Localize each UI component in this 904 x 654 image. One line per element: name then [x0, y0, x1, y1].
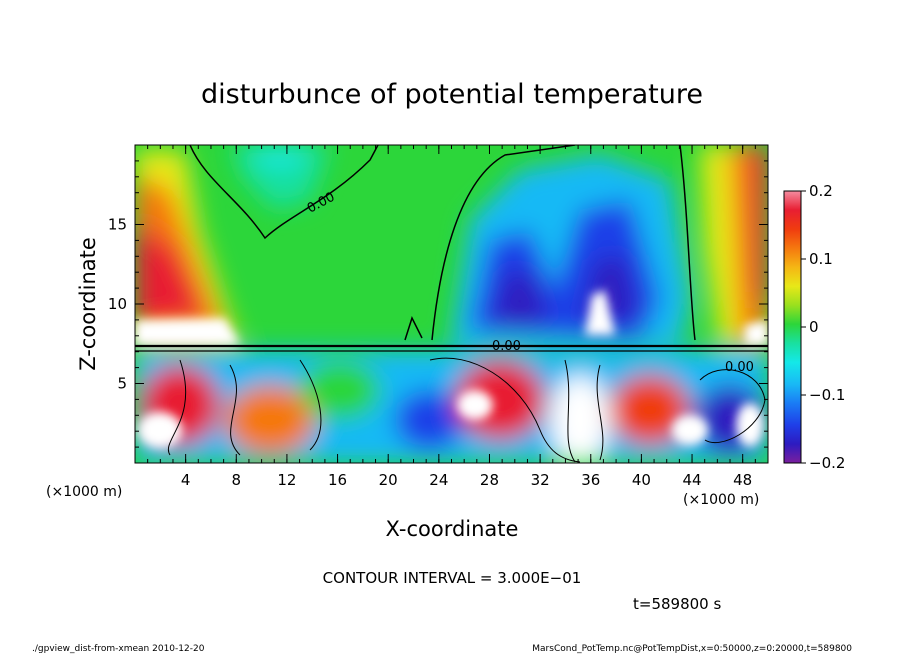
- colorbar-tick-label: 0: [809, 318, 819, 336]
- y-tick-label: 5: [117, 375, 127, 393]
- footer-right: MarsCond_PotTemp.nc@PotTempDist,x=0:5000…: [532, 644, 852, 654]
- contour-interval: CONTOUR INTERVAL = 3.000E−01: [323, 569, 582, 587]
- time-label: t=589800 s: [633, 595, 721, 613]
- colorbar-tick-label: −0.2: [809, 454, 845, 472]
- colorbar-tick-label: −0.1: [809, 386, 845, 404]
- heatmap-field: [135, 145, 768, 463]
- y-axis-ticks: 5 10 15: [108, 160, 768, 448]
- x-tick-label: 36: [581, 471, 600, 489]
- x-tick-label: 40: [632, 471, 651, 489]
- x-axis-label: X-coordinate: [386, 517, 519, 541]
- x-axis-unit: (×1000 m): [683, 492, 759, 508]
- x-tick-label: 12: [277, 471, 296, 489]
- x-tick-label: 48: [733, 471, 752, 489]
- y-axis-label: Z-coordinate: [76, 237, 100, 371]
- x-tick-label: 24: [429, 471, 448, 489]
- colorbar-ticks: 0.2 0.1 0 −0.1 −0.2: [801, 182, 845, 472]
- x-tick-label: 32: [531, 471, 550, 489]
- chart-title: disturbunce of potential temperature: [201, 79, 703, 110]
- x-tick-label: 8: [232, 471, 242, 489]
- colorbar-tick-label: 0.1: [809, 250, 833, 268]
- contour-lines: [135, 145, 768, 463]
- y-tick-label: 15: [108, 216, 127, 234]
- colorbar: [783, 190, 802, 464]
- x-tick-label: 44: [682, 471, 701, 489]
- y-axis-unit: (×1000 m): [46, 484, 122, 500]
- x-tick-label: 16: [328, 471, 347, 489]
- y-tick-label: 10: [108, 295, 127, 313]
- colorbar-tick-label: 0.2: [809, 182, 833, 200]
- x-axis-ticks: 4 8 12 16 20 24 28 32 36 40 44 48: [147, 145, 756, 489]
- x-tick-label: 4: [181, 471, 191, 489]
- contour-label: 0.00: [492, 339, 521, 354]
- x-tick-label: 20: [379, 471, 398, 489]
- contour-label: 0.00: [725, 360, 754, 375]
- x-tick-label: 28: [480, 471, 499, 489]
- footer-left: ./gpview_dist-from-xmean 2010-12-20: [32, 644, 205, 654]
